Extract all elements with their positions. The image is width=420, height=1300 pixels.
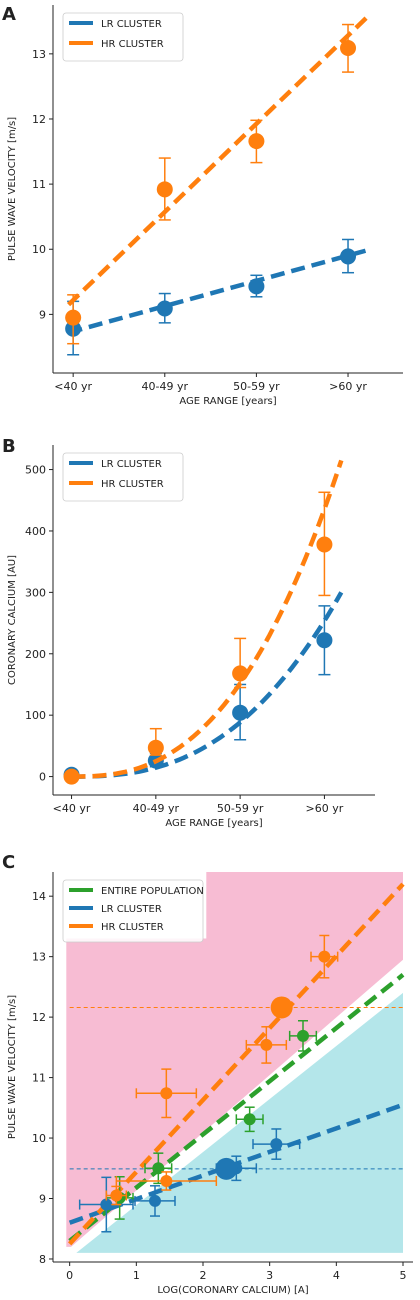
x-tick-label: 50-59 yr bbox=[217, 802, 264, 815]
data-point-0-3 bbox=[316, 632, 333, 649]
x-tick-label: <40 yr bbox=[53, 802, 91, 815]
x-axis-label: AGE RANGE [years] bbox=[179, 396, 276, 407]
y-tick-label: 12 bbox=[32, 113, 46, 126]
y-tick-label: 10 bbox=[32, 243, 46, 256]
legend-entry-1: HR CLUSTER bbox=[101, 39, 164, 50]
data-point-0-2 bbox=[243, 1113, 256, 1126]
data-point-0-2 bbox=[248, 278, 265, 295]
y-tick-label: 200 bbox=[25, 648, 46, 661]
mean-point-1 bbox=[215, 1157, 238, 1180]
x-tick-label: 1 bbox=[133, 1269, 140, 1282]
mean-point-2 bbox=[270, 996, 293, 1019]
y-tick-label: 8 bbox=[39, 1253, 46, 1266]
x-tick-label: 2 bbox=[200, 1269, 207, 1282]
fit-line-2 bbox=[68, 882, 405, 1246]
panel-letter: C bbox=[2, 852, 15, 873]
legend-box bbox=[62, 879, 204, 943]
data-point-1-2 bbox=[248, 133, 265, 150]
legend-entry-0: LR CLUSTER bbox=[101, 459, 162, 470]
y-tick-label: 10 bbox=[32, 1132, 46, 1145]
data-point-1-0 bbox=[100, 1198, 113, 1211]
data-point-1-3 bbox=[316, 536, 333, 553]
data-point-1-1 bbox=[149, 1194, 161, 1207]
x-tick-label: 40-49 yr bbox=[142, 380, 189, 393]
x-tick-label: 3 bbox=[266, 1269, 273, 1282]
panel-b: B 0 100 200 300 400 500 <40 yr 40-49 yr 50-59 yr >… bbox=[2, 436, 375, 829]
x-tick-label: <40 yr bbox=[54, 380, 92, 393]
x-tick-label: >60 yr bbox=[329, 380, 367, 393]
x-axis-label: AGE RANGE [years] bbox=[165, 818, 262, 829]
data-point-2-0 bbox=[110, 1189, 123, 1202]
y-tick-label: 13 bbox=[32, 951, 46, 964]
panel-a: A 9 10 11 12 13 <40 yr 40-49 yr 50-59 yr >60 yr AG… bbox=[2, 4, 403, 407]
y-axis-label: PULSE WAVE VELOCITY [m/s] bbox=[7, 117, 18, 261]
fit-line-0 bbox=[67, 247, 372, 335]
panel-letter: B bbox=[2, 436, 16, 457]
data-point-1-3 bbox=[270, 1138, 283, 1151]
y-tick-label: 12 bbox=[32, 1011, 46, 1024]
panel-letter: A bbox=[2, 4, 16, 25]
y-axis-label: CORONARY CALCIUM [AU] bbox=[7, 555, 18, 685]
fit-curve-1 bbox=[71, 459, 344, 779]
data-point-0-1 bbox=[156, 300, 173, 317]
legend-entry-0: ENTIRE POPULATION bbox=[101, 886, 204, 897]
data-point-1-0 bbox=[63, 768, 80, 785]
y-tick-label: 9 bbox=[39, 308, 46, 321]
low-risk-region bbox=[76, 992, 404, 1253]
x-tick-label: >60 yr bbox=[306, 802, 344, 815]
data-point-1-1 bbox=[147, 739, 164, 756]
data-point-1-3 bbox=[340, 39, 357, 56]
x-tick-label: 0 bbox=[66, 1269, 73, 1282]
y-tick-label: 13 bbox=[32, 48, 46, 61]
y-tick-label: 400 bbox=[25, 525, 46, 538]
data-point-2-1 bbox=[160, 1174, 173, 1187]
y-axis-label: PULSE WAVE VELOCITY [m/s] bbox=[7, 995, 18, 1139]
y-tick-label: 11 bbox=[32, 178, 46, 191]
y-tick-label: 9 bbox=[39, 1193, 46, 1206]
y-tick-label: 14 bbox=[32, 890, 46, 903]
fit-line-1 bbox=[67, 11, 373, 307]
x-tick-label: 50-59 yr bbox=[233, 380, 280, 393]
fit-curve-0 bbox=[71, 591, 344, 779]
data-point-0-3 bbox=[340, 248, 357, 265]
y-tick-label: 500 bbox=[25, 464, 46, 477]
high-risk-region bbox=[66, 872, 404, 1247]
data-point-1-2 bbox=[232, 665, 249, 682]
legend-entry-1: HR CLUSTER bbox=[101, 479, 164, 490]
x-tick-label: 40-49 yr bbox=[133, 802, 180, 815]
data-point-0-3 bbox=[297, 1029, 309, 1042]
x-tick-label: 4 bbox=[333, 1269, 340, 1282]
data-point-2-3 bbox=[260, 1038, 273, 1051]
data-point-1-0 bbox=[65, 309, 82, 326]
x-axis-label: LOG(CORONARY CALCIUM) [A] bbox=[157, 1285, 308, 1296]
data-point-0-2 bbox=[232, 704, 249, 721]
legend-entry-2: HR CLUSTER bbox=[101, 922, 164, 933]
y-tick-label: 11 bbox=[32, 1072, 46, 1085]
legend-entry-0: LR CLUSTER bbox=[101, 19, 162, 30]
data-point-2-4 bbox=[318, 950, 331, 963]
y-tick-label: 100 bbox=[25, 709, 46, 722]
data-point-1-1 bbox=[156, 181, 173, 198]
y-tick-label: 300 bbox=[25, 586, 46, 599]
legend-entry-1: LR CLUSTER bbox=[101, 904, 162, 915]
y-tick-label: 0 bbox=[39, 771, 46, 784]
data-point-2-2 bbox=[160, 1087, 173, 1100]
x-tick-label: 5 bbox=[400, 1269, 407, 1282]
